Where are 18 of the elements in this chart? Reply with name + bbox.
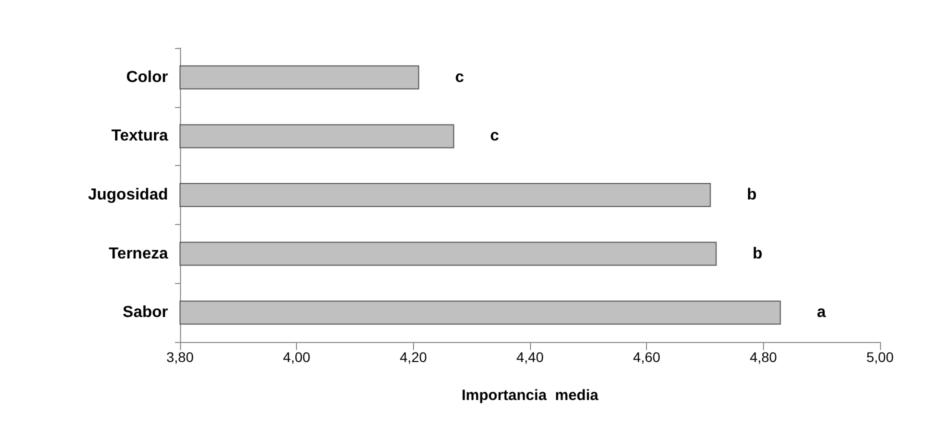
y-tick-label: Jugosidad: [88, 186, 168, 204]
annotation: a: [816, 304, 826, 322]
y-tick-label: Color: [126, 68, 168, 86]
y-tick-label: Textura: [111, 128, 168, 145]
annotation: c: [455, 68, 464, 86]
x-tick-label: 4,00: [283, 349, 311, 365]
annotation: b: [746, 186, 757, 204]
y-tick-label: Sabor: [122, 304, 168, 322]
annotation: b: [752, 245, 763, 262]
x-axis-title: Importancia media: [462, 387, 600, 404]
x-tick-label: 5,00: [866, 349, 894, 365]
x-tick-label: 4,60: [633, 349, 661, 365]
x-tick-label: 4,80: [750, 349, 778, 365]
x-tick-label: 4,20: [400, 349, 428, 365]
annotation: c: [490, 128, 500, 145]
x-tick-label: 4,40: [516, 349, 544, 365]
x-tick-label: 3,80: [166, 349, 194, 365]
y-tick-label: Terneza: [108, 245, 168, 262]
